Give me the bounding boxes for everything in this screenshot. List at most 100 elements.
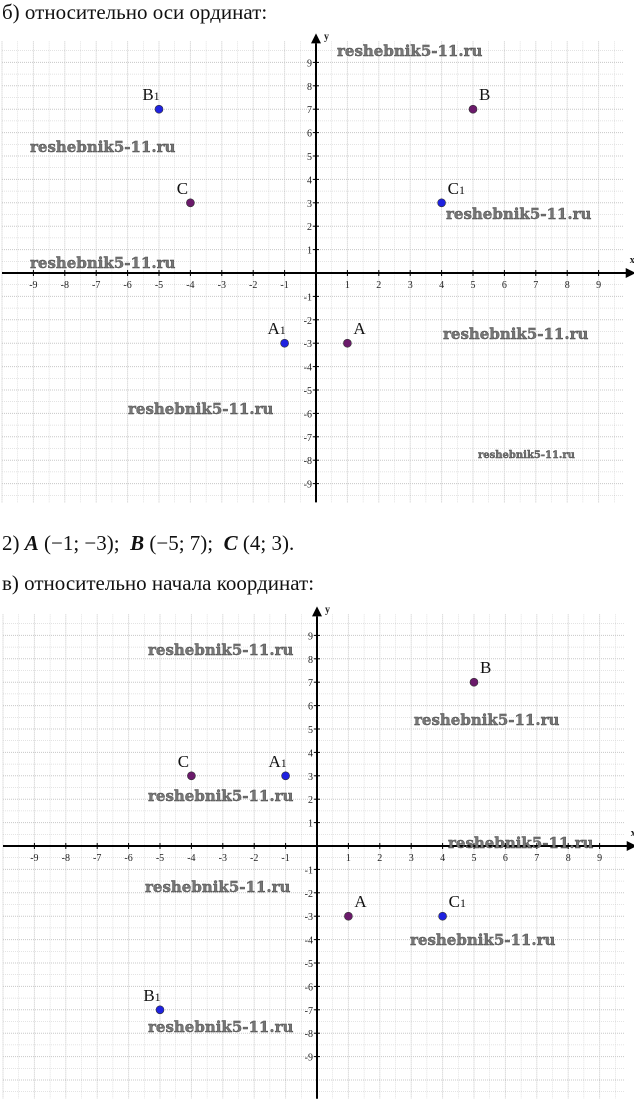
y-tick-label: -9 — [304, 480, 312, 491]
point-c1 — [438, 911, 447, 921]
watermark: reshebnik5-11.ru — [30, 138, 175, 156]
point-label-b: B — [479, 85, 490, 104]
watermark: reshebnik5-11.ru — [446, 205, 591, 223]
x-axis-label: x — [631, 828, 634, 839]
x-tick-label: 5 — [471, 280, 476, 291]
point-label-a: A — [353, 319, 366, 338]
y-tick-label: -8 — [304, 456, 312, 467]
x-tick-label: 6 — [502, 280, 507, 291]
x-tick-label: 3 — [409, 853, 414, 864]
point-label-c: C — [177, 179, 188, 198]
watermark: reshebnik5-11.ru — [443, 325, 588, 343]
watermark: reshebnik5-11.ru — [128, 400, 273, 418]
y-tick-label: 2 — [308, 795, 313, 806]
heading-v: в) относительно начала координат: — [2, 571, 315, 595]
y-tick-label: 1 — [308, 819, 313, 830]
y-tick-label: 2 — [307, 222, 312, 233]
x-tick-label: 3 — [408, 280, 413, 291]
y-tick-label: -1 — [305, 865, 313, 876]
y-tick-label: 6 — [307, 129, 312, 140]
y-tick-label: -1 — [304, 292, 312, 303]
x-tick-label: -2 — [249, 280, 257, 291]
y-tick-label: -8 — [305, 1029, 313, 1040]
point-b — [469, 677, 479, 687]
point-a — [344, 911, 353, 921]
x-tick-label: -8 — [61, 280, 69, 291]
watermark: reshebnik5-11.ru — [414, 711, 559, 729]
y-tick-label: 8 — [308, 655, 313, 666]
x-tick-label: -1 — [280, 280, 288, 291]
point-c-coords: (4; 3). — [242, 531, 295, 555]
x-tick-label: 4 — [439, 280, 444, 291]
x-tick-label: 2 — [376, 280, 381, 291]
watermark: reshebnik5-11.ru — [148, 641, 293, 659]
x-tick-label: -6 — [124, 853, 132, 864]
heading-b: б) относительно оси ординат: — [2, 0, 268, 24]
watermark: reshebnik5-11.ru — [410, 931, 555, 949]
x-tick-label: -7 — [92, 280, 100, 291]
x-tick-label: -8 — [62, 853, 70, 864]
y-tick-label: -9 — [305, 1053, 313, 1064]
y-tick-label: 3 — [307, 199, 312, 210]
point-c-name: C — [223, 531, 238, 555]
y-tick-label: -7 — [304, 433, 312, 444]
x-tick-label: 7 — [534, 853, 539, 864]
watermark: reshebnik5-11.ru — [145, 878, 290, 896]
y-tick-label: 5 — [307, 152, 312, 163]
y-tick-label: -5 — [304, 386, 312, 397]
point-a1 — [281, 771, 290, 781]
x-axis-arrow-icon — [626, 841, 634, 851]
watermark: reshebnik5-11.ru — [337, 42, 482, 60]
point-b1 — [154, 104, 164, 114]
y-tick-label: 7 — [307, 105, 312, 116]
point-c — [186, 198, 195, 208]
x-tick-label: -3 — [219, 853, 227, 864]
y-tick-label: 3 — [308, 772, 313, 783]
point-c — [187, 771, 196, 781]
y-tick-label: -4 — [304, 363, 312, 374]
point-a1 — [280, 338, 289, 348]
point-b — [468, 104, 478, 114]
point-label-a1: A1 — [267, 319, 285, 338]
x-tick-label: -9 — [29, 280, 37, 291]
y-tick-label: -4 — [305, 936, 313, 947]
point-b1 — [155, 1005, 165, 1015]
point-label-b1: B1 — [142, 85, 159, 104]
x-axis-label: x — [630, 255, 634, 266]
watermark: reshebnik5-11.ru — [148, 1018, 293, 1036]
y-axis-label: y — [325, 605, 330, 615]
x-tick-label: 2 — [377, 853, 382, 864]
x-tick-label: -9 — [30, 853, 38, 864]
watermark: reshebnik5-11.ru — [448, 834, 593, 852]
point-a — [343, 338, 352, 348]
chart-origin-symmetry: x y -9 -8 -7 -6 -5 -4 -3 -2 -1 1 2 3 4 5 6 7 8 9 -9 -8 -7 -6 -5 -… — [2, 605, 634, 1099]
y-tick-label: -3 — [305, 912, 313, 923]
answer-prefix: 2) — [2, 531, 20, 555]
y-axis-arrow-icon — [312, 606, 322, 617]
y-axis-label: y — [324, 31, 329, 42]
watermark: reshebnik5-11.ru — [30, 254, 175, 272]
x-tick-label: 9 — [597, 853, 602, 864]
y-tick-label: -2 — [304, 316, 312, 327]
x-tick-label: 6 — [503, 853, 508, 864]
x-tick-label: 5 — [472, 853, 477, 864]
y-tick-label: 1 — [307, 246, 312, 257]
x-tick-label: 7 — [533, 280, 538, 291]
y-tick-label: 6 — [308, 702, 313, 713]
x-tick-label: -1 — [281, 853, 289, 864]
y-tick-label: 4 — [308, 748, 313, 759]
chart-ordinate-symmetry: x y -9 -8 -7 -6 -5 -4 -3 -2 -1 1 2 3 4 5 6 7 8 9 -9 -8 -7 -6 -5 -… — [1, 31, 634, 503]
answer-line: 2) A (−1; −3); B (−5; 7); C (4; 3). — [2, 531, 294, 556]
y-tick-label: 5 — [308, 725, 313, 736]
x-tick-label: -3 — [218, 280, 226, 291]
x-tick-label: -2 — [250, 853, 258, 864]
point-a-name: A — [24, 531, 39, 555]
y-tick-label: 8 — [307, 82, 312, 93]
y-tick-label: -2 — [305, 889, 313, 900]
point-label-a: A — [354, 892, 367, 911]
y-tick-label: -6 — [304, 409, 312, 420]
y-tick-label: 9 — [307, 58, 312, 69]
y-tick-label: 9 — [308, 631, 313, 642]
point-label-c: C — [178, 752, 189, 771]
point-c1 — [437, 198, 446, 208]
